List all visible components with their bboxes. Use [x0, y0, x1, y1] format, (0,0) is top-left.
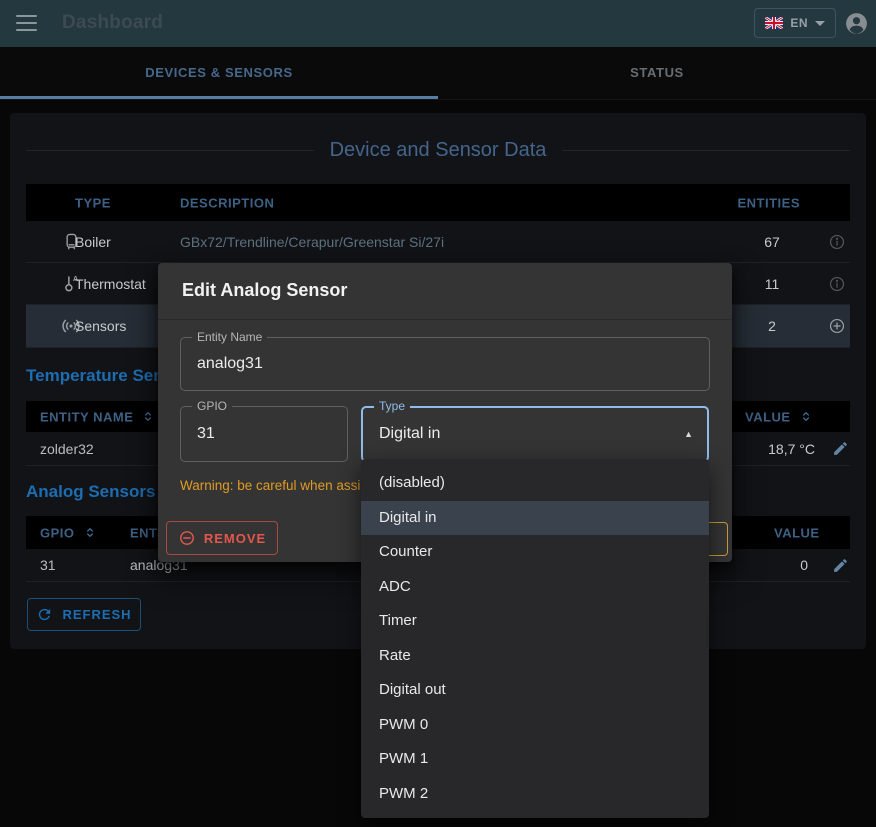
column-type: TYPE	[75, 195, 111, 210]
sensor-value: 0	[800, 557, 808, 573]
entities-count: 2	[768, 318, 776, 334]
type-value: Digital in	[379, 425, 441, 442]
device-type: Boiler	[75, 233, 111, 250]
gpio-warning: Warning: be careful when assig	[180, 478, 368, 493]
language-selector[interactable]: EN	[754, 8, 836, 38]
app-bar: Dashboard EN	[0, 0, 876, 47]
sort-icon[interactable]	[799, 410, 813, 424]
chevron-up-icon: ▲	[684, 429, 693, 439]
sensors-icon	[59, 314, 83, 338]
sensor-value: 18,7 °C	[768, 440, 815, 457]
add-entity-icon[interactable]	[827, 316, 847, 336]
sensor-gpio: 31	[40, 557, 56, 573]
dialog-title: Edit Analog Sensor	[182, 280, 348, 300]
thermostat-icon: A	[59, 272, 83, 296]
device-description: GBx72/Trendline/Cerapur/Greenstar Si/27i	[180, 233, 445, 250]
tab-status[interactable]: STATUS	[630, 64, 684, 80]
page-heading-row: Device and Sensor Data	[26, 137, 851, 163]
edit-pencil-icon[interactable]	[830, 439, 850, 459]
type-option-pwm1[interactable]: PWM 1	[379, 750, 429, 767]
entities-count: 67	[764, 233, 780, 250]
column-value: VALUE	[774, 525, 820, 540]
device-type: Sensors	[75, 318, 127, 334]
uk-flag-icon	[765, 17, 784, 29]
type-option-digital-out[interactable]: Digital out	[379, 681, 446, 698]
type-label: Type	[374, 399, 411, 413]
refresh-label: REFRESH	[62, 607, 132, 622]
chevron-down-icon	[815, 20, 825, 26]
type-select[interactable]: Type Digital in ▲	[361, 399, 709, 462]
info-icon[interactable]	[827, 232, 847, 252]
sensor-entity-name: zolder32	[40, 440, 94, 457]
column-entities: ENTITIES	[737, 195, 800, 210]
device-type: Thermostat	[75, 275, 146, 292]
remove-button[interactable]: REMOVE	[166, 521, 278, 555]
tab-bar: DEVICES & SENSORS STATUS	[0, 47, 876, 100]
type-option-pwm0[interactable]: PWM 0	[379, 715, 429, 733]
app-title: Dashboard	[62, 12, 164, 33]
table-row-boiler[interactable]: Boiler GBx72/Trendline/Cerapur/Greenstar…	[26, 221, 850, 263]
column-entity-name: ENTITY NAME	[40, 409, 134, 424]
menu-icon[interactable]	[16, 15, 37, 31]
svg-text:A: A	[72, 274, 78, 283]
temperature-section-heading: Temperature Sensors	[26, 366, 200, 385]
remove-label: REMOVE	[203, 530, 267, 546]
active-tab-indicator	[0, 96, 438, 99]
avatar[interactable]	[844, 11, 869, 36]
gpio-value: 31	[197, 425, 215, 442]
type-dropdown-menu: (disabled) Digital in Counter ADC Timer …	[361, 459, 709, 818]
column-value: VALUE	[745, 409, 791, 424]
entity-name-label: Entity Name	[192, 330, 268, 344]
type-option-timer[interactable]: Timer	[379, 612, 417, 629]
entity-name-field[interactable]: Entity Name analog31	[180, 330, 710, 391]
gpio-label: GPIO	[192, 399, 233, 413]
column-gpio: GPIO	[40, 525, 75, 540]
column-description: DESCRIPTION	[180, 195, 275, 210]
sort-icon[interactable]	[83, 526, 97, 540]
remove-circle-icon	[178, 529, 196, 547]
info-icon[interactable]	[827, 274, 847, 294]
language-label: EN	[790, 16, 808, 30]
type-option-adc[interactable]: ADC	[379, 577, 411, 595]
type-option-rate[interactable]: Rate	[379, 646, 411, 664]
type-option-disabled[interactable]: (disabled)	[379, 474, 445, 491]
devices-table-header: TYPE DESCRIPTION ENTITIES	[26, 184, 850, 221]
type-option-counter[interactable]: Counter	[379, 543, 433, 560]
page-title: Device and Sensor Data	[329, 138, 547, 161]
dialog-divider	[158, 319, 732, 320]
entities-count: 11	[764, 275, 780, 292]
refresh-button[interactable]: REFRESH	[27, 598, 141, 631]
tab-devices-sensors[interactable]: DEVICES & SENSORS	[145, 64, 293, 80]
type-option-digital-in[interactable]: Digital in	[361, 500, 709, 535]
analog-section-heading: Analog Sensors	[26, 482, 156, 501]
entity-name-value: analog31	[197, 355, 263, 372]
refresh-icon	[36, 606, 53, 623]
type-option-pwm2[interactable]: PWM 2	[379, 784, 429, 802]
sort-icon[interactable]	[141, 410, 155, 424]
edit-pencil-icon[interactable]	[830, 555, 850, 575]
gpio-field[interactable]: GPIO 31	[180, 399, 348, 462]
boiler-icon	[59, 230, 83, 254]
